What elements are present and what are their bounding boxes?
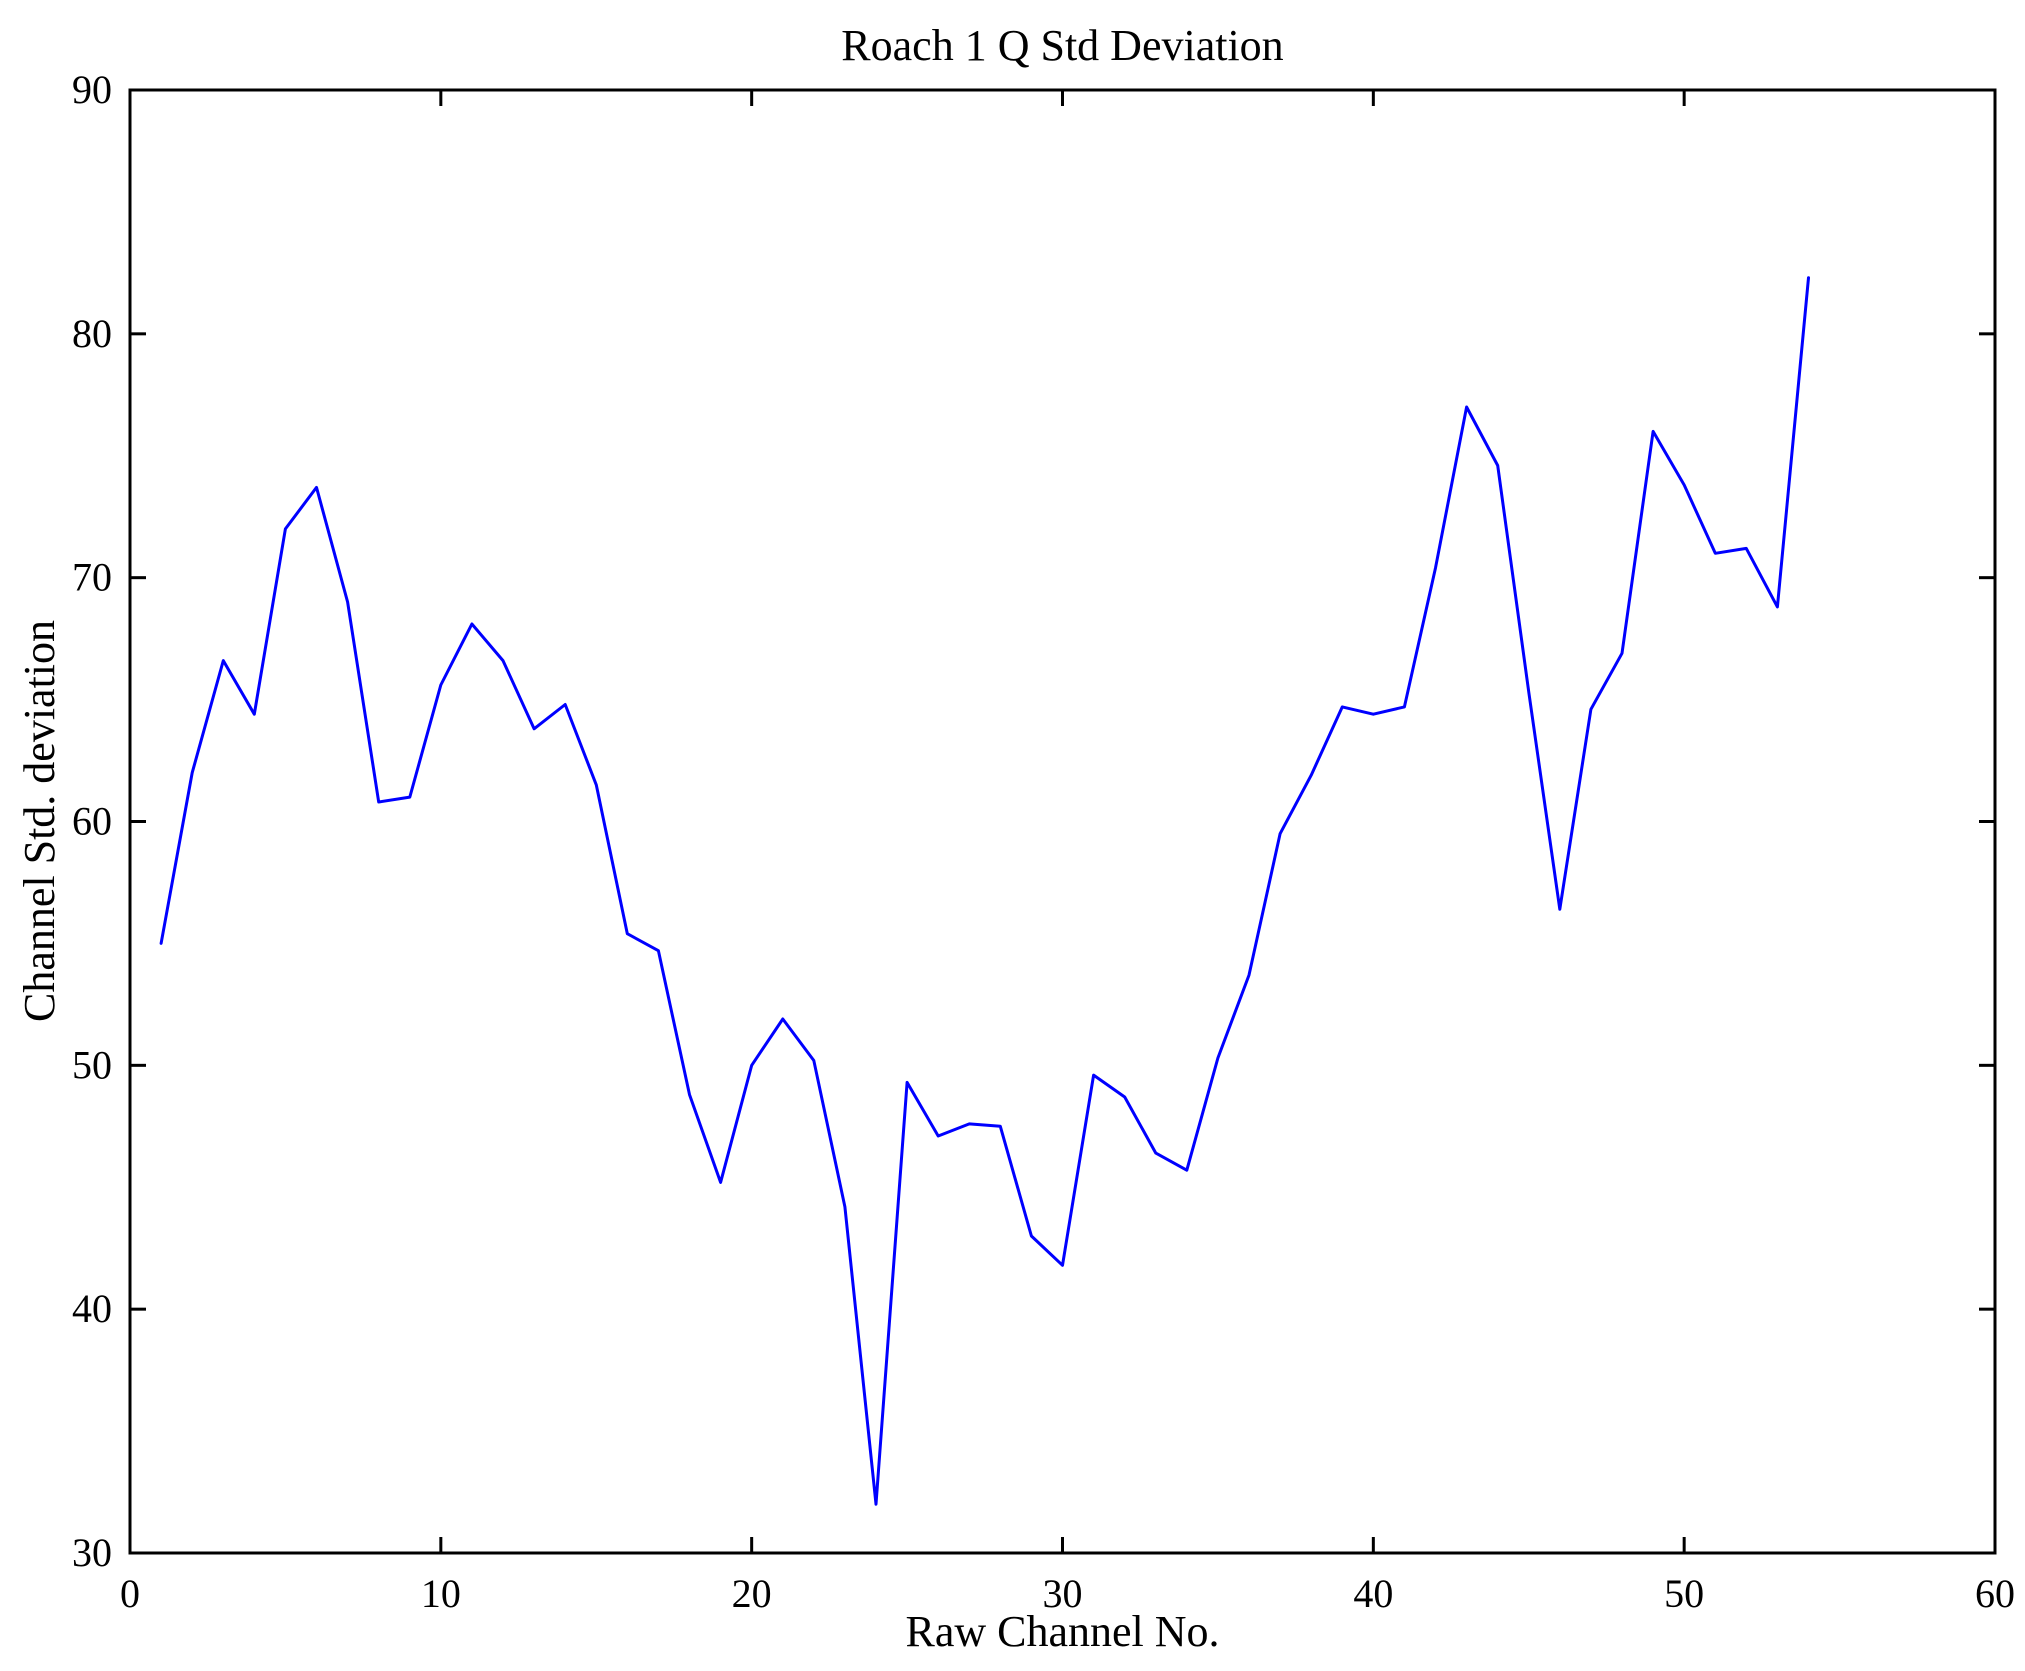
y-tick-label: 60	[72, 799, 112, 844]
y-tick-label: 70	[72, 555, 112, 600]
y-tick-label: 30	[72, 1530, 112, 1575]
chart-title: Roach 1 Q Std Deviation	[841, 21, 1284, 70]
x-tick-label: 30	[1043, 1571, 1083, 1616]
y-axis-label: Channel Std. deviation	[14, 619, 64, 1023]
x-tick-label: 50	[1664, 1571, 1704, 1616]
series-line-q-std-deviation	[159, 276, 1810, 1506]
y-tick-label: 40	[72, 1286, 112, 1331]
x-tick-label: 20	[732, 1571, 772, 1616]
y-tick-label: 90	[72, 67, 112, 112]
x-tick-label: 60	[1975, 1571, 2015, 1616]
x-tick-label: 0	[120, 1571, 140, 1616]
y-tick-label: 50	[72, 1042, 112, 1087]
y-tick-label: 80	[72, 311, 112, 356]
x-tick-label: 40	[1353, 1571, 1393, 1616]
axes-box	[128, 88, 1997, 1555]
x-axis-label: Raw Channel No.	[905, 1607, 1220, 1656]
x-tick-label: 10	[421, 1571, 461, 1616]
